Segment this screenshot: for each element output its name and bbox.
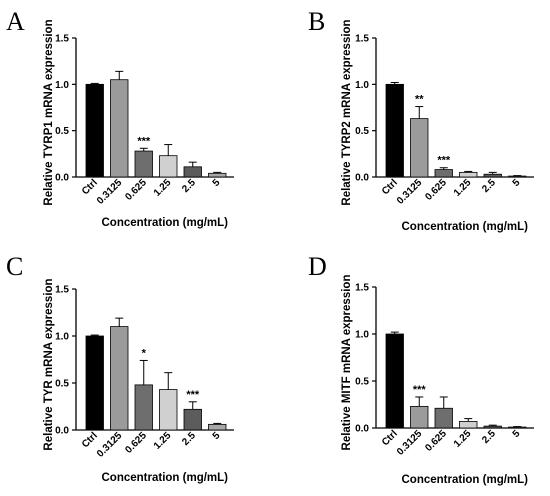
x-tick-label: 0.625: [423, 428, 449, 454]
x-tick-label: Ctrl: [380, 428, 400, 448]
x-tick-label: Ctrl: [380, 177, 400, 197]
bar-0.625: [134, 384, 153, 431]
x-tick-label: Ctrl: [80, 177, 100, 197]
significance-marker: **: [415, 94, 424, 106]
x-tick-label: 0.3125: [395, 428, 425, 458]
y-axis-title: Relative MITF mRNA expression: [341, 275, 353, 451]
x-tick-label: 0.625: [423, 177, 449, 203]
x-tick-label: 2.5: [480, 177, 498, 195]
bar-2.5: [183, 408, 202, 431]
x-tick-label: Ctrl: [80, 430, 100, 450]
bar-0.3125: [410, 118, 429, 178]
bar-5: [208, 423, 227, 431]
y-tick-label: 1.0: [55, 332, 69, 343]
x-tick-label: 1.25: [452, 177, 474, 199]
x-tick-label: 0.625: [123, 177, 149, 203]
y-tick-label: 1.5: [55, 34, 69, 45]
bar-Ctrl: [385, 83, 404, 178]
panel-letter-B: B: [308, 7, 325, 36]
bar-2.5: [483, 173, 502, 178]
significance-marker: ***: [413, 384, 427, 396]
y-tick-label: 0.5: [55, 379, 69, 390]
y-tick-label: 0.0: [355, 424, 369, 435]
x-tick-label: 0.3125: [95, 177, 125, 207]
bar-Ctrl: [385, 333, 404, 429]
x-axis-title: Concentration (mg/mL): [102, 472, 229, 484]
y-axis-title: Relative TYRP1 mRNA expression: [43, 19, 55, 205]
x-tick-label: 1.25: [152, 177, 174, 199]
y-tick-label: 0.5: [55, 126, 69, 137]
y-axis-title: Relative TYR mRNA expression: [43, 278, 55, 450]
x-tick-label: 0.3125: [95, 430, 125, 460]
significance-marker: ***: [437, 155, 451, 167]
panel-letter-C: C: [6, 252, 23, 281]
y-tick-label: 1.5: [355, 34, 369, 45]
y-tick-label: 0.0: [355, 173, 369, 184]
bar-Ctrl: [85, 335, 104, 431]
bar-1.25: [459, 171, 478, 178]
bar-5: [508, 175, 527, 178]
significance-marker: *: [142, 347, 147, 359]
bar-1.25: [159, 155, 178, 178]
bar-2.5: [483, 425, 502, 429]
x-tick-label: 5: [211, 430, 223, 442]
x-axis-title: Concentration (mg/mL): [402, 474, 529, 486]
bar-0.3125: [110, 79, 129, 178]
y-tick-label: 0.5: [355, 126, 369, 137]
significance-marker: ***: [137, 135, 151, 147]
panel-letter-D: D: [308, 252, 327, 281]
bar-5: [508, 426, 527, 429]
y-tick-label: 1.0: [355, 330, 369, 341]
x-tick-label: 2.5: [480, 428, 498, 446]
bar-0.625: [434, 407, 453, 429]
bar-1.25: [459, 421, 478, 429]
y-tick-label: 1.5: [55, 285, 69, 296]
significance-marker: ***: [186, 389, 200, 401]
x-tick-label: 5: [511, 428, 523, 440]
y-tick-label: 0.0: [55, 173, 69, 184]
x-axis-title: Concentration (mg/mL): [102, 217, 229, 229]
x-tick-label: 5: [211, 177, 223, 189]
bar-Ctrl: [85, 83, 104, 178]
bar-2.5: [183, 166, 202, 178]
bar-1.25: [159, 389, 178, 431]
x-tick-label: 1.25: [452, 428, 474, 450]
y-tick-label: 1.5: [355, 283, 369, 294]
y-tick-label: 1.0: [355, 80, 369, 91]
x-tick-label: 0.3125: [395, 177, 425, 207]
bar-0.625: [434, 169, 453, 178]
y-tick-label: 0.0: [55, 426, 69, 437]
x-tick-label: 0.625: [123, 430, 149, 456]
x-tick-label: 2.5: [180, 430, 198, 448]
x-tick-label: 1.25: [152, 430, 174, 452]
bar-5: [208, 172, 227, 178]
bar-0.3125: [110, 326, 129, 431]
x-tick-label: 2.5: [180, 177, 198, 195]
y-tick-label: 1.0: [55, 80, 69, 91]
bar-0.3125: [410, 405, 429, 429]
bar-0.625: [134, 150, 153, 178]
y-tick-label: 0.5: [355, 377, 369, 388]
panel-letter-A: A: [6, 7, 25, 36]
x-tick-label: 5: [511, 177, 523, 189]
x-axis-title: Concentration (mg/mL): [402, 221, 529, 233]
y-axis-title: Relative TYRP2 mRNA expression: [341, 19, 353, 205]
